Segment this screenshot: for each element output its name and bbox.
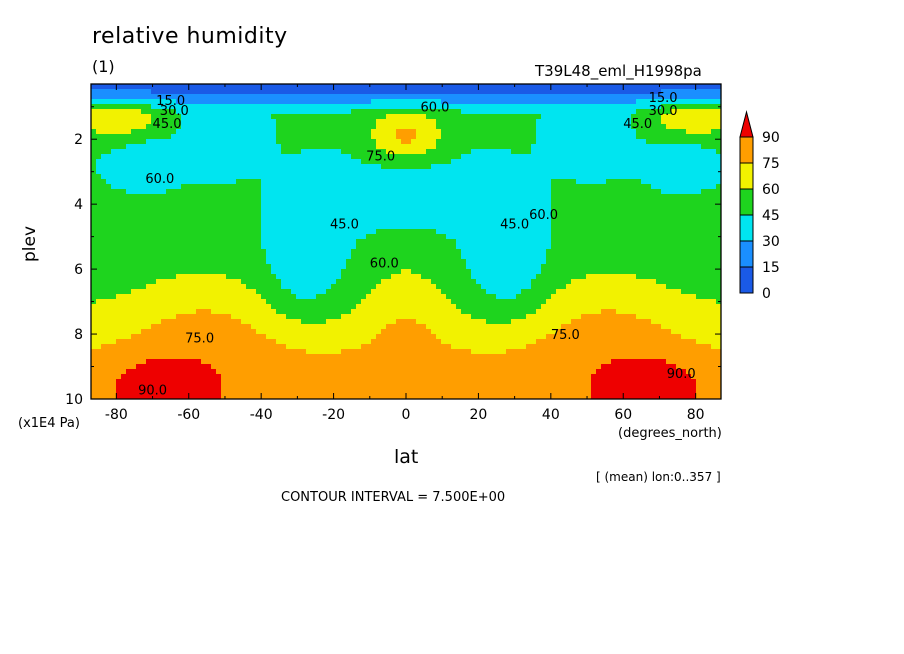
y-tick-label: 2	[74, 132, 83, 148]
contour-label: 45.0	[623, 117, 652, 132]
colorbar-extend-arrow	[739, 110, 754, 138]
colorbar-box	[739, 162, 754, 190]
x-axis-label: lat	[394, 446, 419, 468]
experiment-name: T39L48_eml_H1998pa	[535, 62, 702, 80]
contour-label: 60.0	[420, 101, 449, 116]
colorbar-label: 15	[762, 260, 780, 276]
x-tick-label: -40	[250, 407, 273, 423]
contour-field	[91, 84, 721, 399]
x-tick-label: 40	[542, 407, 560, 423]
contour-label: 30.0	[160, 104, 189, 119]
colorbar-label: 60	[762, 182, 780, 198]
contour-label: 75.0	[366, 149, 395, 164]
x-axis-unit: (degrees_north)	[618, 426, 722, 441]
x-tick-label: 0	[402, 407, 411, 423]
x-tick-label: 20	[469, 407, 487, 423]
mean-note: [ (mean) lon:0..357 ]	[596, 470, 721, 484]
colorbar-box	[739, 240, 754, 268]
contour-label: 15.0	[649, 91, 678, 106]
colorbar-box	[739, 136, 754, 164]
contour-label: 60.0	[370, 257, 399, 272]
chart-units: (1)	[92, 57, 115, 76]
contour-label: 75.0	[185, 331, 214, 346]
colorbar-label: 45	[762, 208, 780, 224]
colorbar-label: 30	[762, 234, 780, 250]
contour-interval: CONTOUR INTERVAL = 7.500E+00	[281, 490, 506, 505]
x-tick-label: -20	[322, 407, 345, 423]
y-tick-label: 4	[74, 197, 83, 213]
colorbar-label: 0	[762, 286, 771, 302]
y-axis-unit: (x1E4 Pa)	[18, 416, 80, 431]
contour-label: 15.0	[156, 94, 185, 109]
y-tick-label: 10	[65, 392, 83, 408]
x-tick-label: 80	[687, 407, 705, 423]
colorbar: 90 75 60 45 30 15 0	[739, 110, 780, 302]
colorbar-box	[739, 266, 754, 294]
y-tick-label: 6	[74, 262, 83, 278]
contour-label: 60.0	[529, 208, 558, 223]
contour-labels: 15.030.045.060.075.060.045.060.045.060.0…	[138, 91, 696, 398]
x-tick-label: -80	[105, 407, 128, 423]
contour-label: 45.0	[500, 218, 529, 233]
contour-label: 75.0	[551, 328, 580, 343]
contour-label: 60.0	[145, 172, 174, 187]
colorbar-label: 90	[762, 130, 780, 146]
contour-label: 45.0	[153, 117, 182, 132]
contour-label: 45.0	[330, 218, 359, 233]
x-tick-label: 60	[614, 407, 632, 423]
y-tick-label: 8	[74, 327, 83, 343]
contour-label: 90.0	[667, 367, 696, 382]
contour-label: 30.0	[649, 104, 678, 119]
colorbar-box	[739, 214, 754, 242]
x-tick-label: -60	[177, 407, 200, 423]
colorbar-label: 75	[762, 156, 780, 172]
contour-label: 90.0	[138, 383, 167, 398]
chart-title: relative humidity	[92, 24, 288, 49]
colorbar-box	[739, 188, 754, 216]
